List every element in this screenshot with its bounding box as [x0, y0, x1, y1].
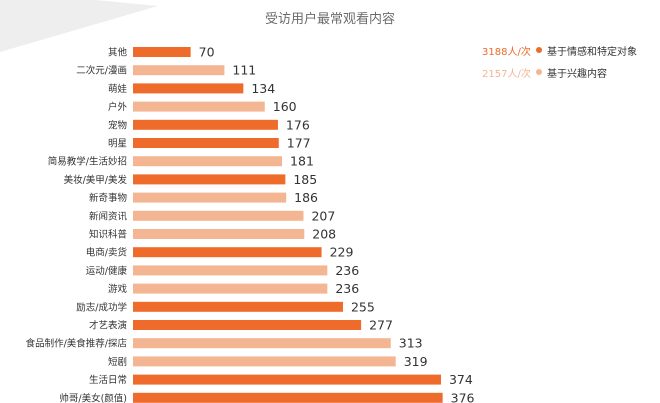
- category-label: 才艺表演: [89, 320, 127, 332]
- bar: [133, 320, 362, 330]
- bar: [133, 83, 244, 94]
- bar: [133, 265, 328, 276]
- bar-value-label: 186: [294, 190, 318, 205]
- legend-item-emotion: 3188人/次 基于情感和特定对象: [482, 44, 637, 58]
- bar: [133, 119, 278, 130]
- category-label: 二次元/漫画: [76, 65, 127, 77]
- legend-dot-interest: [536, 69, 542, 75]
- category-label: 萌娃: [108, 83, 128, 95]
- bar: [133, 156, 283, 167]
- category-label: 知识科普: [89, 229, 128, 241]
- bar-value-label: 374: [449, 372, 473, 387]
- legend-label-interest: 基于兴趣内容: [547, 68, 607, 80]
- bar-value-label: 277: [369, 318, 393, 333]
- legend-dot-emotion: [536, 47, 542, 53]
- bar: [133, 101, 265, 112]
- bar-value-label: 176: [286, 117, 310, 132]
- bar-value-label: 111: [232, 63, 256, 78]
- category-label: 励志/成功学: [76, 301, 127, 313]
- bar-value-label: 70: [199, 45, 215, 60]
- category-label: 宠物: [108, 119, 128, 131]
- category-label: 食品制作/美食推荐/探店: [26, 338, 127, 350]
- bar: [133, 210, 304, 221]
- bar-value-label: 160: [273, 99, 297, 114]
- bar: [133, 374, 441, 385]
- bar: [133, 392, 443, 403]
- bar-value-label: 255: [351, 299, 375, 314]
- bar-value-label: 177: [287, 136, 311, 151]
- bar-value-label: 313: [399, 336, 423, 351]
- category-label: 美妆/美甲/美发: [64, 174, 128, 186]
- category-label: 新奇事物: [89, 192, 128, 204]
- bar-value-label: 185: [293, 172, 317, 187]
- category-label: 生活日常: [89, 374, 127, 386]
- category-label: 电商/卖货: [86, 247, 127, 259]
- bar-value-label: 207: [311, 208, 335, 223]
- bar-value-label: 181: [290, 154, 314, 169]
- chart-title: 受访用户最常观看内容: [264, 12, 395, 27]
- bar: [133, 138, 279, 148]
- bar: [133, 229, 305, 239]
- category-label: 游戏: [108, 283, 128, 295]
- category-label: 帅哥/美女(颜值): [59, 392, 127, 403]
- category-label: 明星: [108, 139, 127, 150]
- legend-count-interest: 2157人/次: [482, 68, 531, 80]
- bar-value-label: 208: [312, 227, 336, 242]
- bar: [133, 174, 286, 185]
- category-label: 其他: [108, 47, 128, 59]
- bar-value-label: 236: [335, 263, 359, 278]
- chart-legend: 3188人/次 基于情感和特定对象 2157人/次 基于兴趣内容: [482, 44, 637, 88]
- bar: [133, 47, 191, 57]
- bar-value-label: 236: [335, 281, 359, 296]
- legend-count-emotion: 3188人/次: [482, 46, 531, 58]
- bar: [133, 356, 396, 367]
- bar: [133, 65, 225, 76]
- category-label: 户外: [108, 101, 128, 113]
- bar: [133, 247, 322, 258]
- bar-value-label: 376: [451, 390, 475, 403]
- bar-value-label: 134: [251, 81, 275, 96]
- category-label: 短剧: [108, 356, 127, 368]
- bar: [133, 192, 287, 203]
- bar-value-label: 319: [404, 354, 428, 369]
- bar: [133, 301, 343, 312]
- category-label: 简易教学/生活妙招: [48, 156, 127, 168]
- category-label: 运动/健康: [86, 265, 128, 277]
- category-label: 新闻资讯: [89, 210, 128, 222]
- legend-item-interest: 2157人/次 基于兴趣内容: [482, 66, 637, 80]
- bar-value-label: 229: [330, 245, 354, 260]
- bar: [133, 283, 328, 294]
- bar: [133, 338, 391, 349]
- legend-label-emotion: 基于情感和特定对象: [547, 46, 637, 58]
